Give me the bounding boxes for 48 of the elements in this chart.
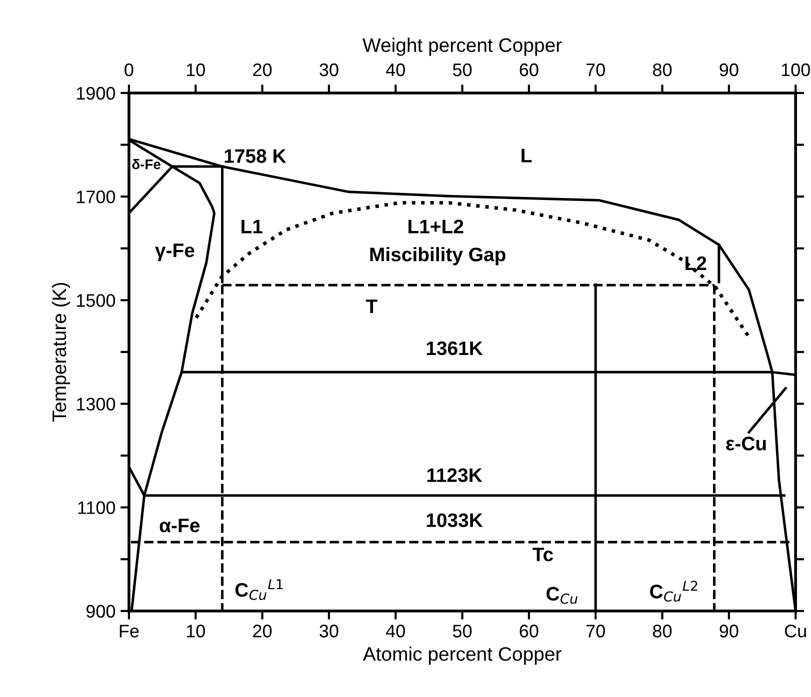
x-tick-label: 40 bbox=[386, 624, 405, 638]
y-tick-label: 1900 bbox=[76, 86, 116, 100]
y-tick-label: 1500 bbox=[76, 294, 116, 307]
x2-tick-label: 10 bbox=[186, 63, 205, 76]
x2-tick-label: 70 bbox=[586, 63, 605, 76]
x-tick-label: Cu bbox=[784, 624, 806, 638]
annotation: 1123K bbox=[427, 468, 482, 482]
y-tick-label: 1300 bbox=[76, 398, 116, 411]
annotation: 1361K bbox=[426, 341, 483, 356]
annotation: Tc bbox=[532, 548, 553, 562]
x2-tick-label: 60 bbox=[520, 63, 538, 76]
annotation: Miscibility Gap bbox=[370, 247, 506, 266]
y-tick-label: 1700 bbox=[76, 190, 116, 204]
x2-tick-label: 0 bbox=[124, 63, 134, 76]
annotation: L1 bbox=[242, 220, 262, 234]
annotation: C$_{Cu}$$^{L2}$ bbox=[650, 580, 698, 602]
annotation: 1758 K bbox=[224, 149, 286, 163]
x2-tick-label: 40 bbox=[386, 63, 405, 76]
x2-tick-label: 90 bbox=[720, 63, 738, 76]
x-tick-label: 50 bbox=[452, 624, 472, 638]
x2-tick-label: 80 bbox=[653, 63, 672, 76]
annotation: γ-Fe bbox=[155, 244, 194, 262]
annotation: T bbox=[366, 300, 378, 313]
y-axis-title: Temperature (K) bbox=[52, 282, 70, 422]
annotation: δ-Fe bbox=[132, 159, 160, 170]
x-tick-label: 70 bbox=[586, 624, 605, 638]
annotation: ε-Cu bbox=[726, 436, 766, 450]
x-tick-label: 10 bbox=[186, 624, 205, 638]
x2-tick-label: 20 bbox=[253, 63, 272, 76]
x-tick-label: 30 bbox=[320, 624, 338, 638]
annotation: C$_{Cu}$ bbox=[546, 586, 578, 604]
x-tick-label: Fe bbox=[120, 624, 139, 638]
annotation: 1033K bbox=[426, 513, 483, 528]
annotation: C$_{Cu}$$^{L1}$ bbox=[235, 579, 283, 600]
x2-axis-title: Weight percent Copper bbox=[362, 38, 562, 56]
x-tick-label: 20 bbox=[253, 624, 272, 638]
x-tick-label: 60 bbox=[520, 624, 538, 638]
x2-tick-label: 30 bbox=[320, 63, 338, 76]
annotation: α-Fe bbox=[160, 518, 200, 532]
x-tick-label: 80 bbox=[653, 624, 672, 638]
x-axis-title: Atomic percent Copper bbox=[362, 646, 562, 665]
annotation: L1+L2 bbox=[408, 220, 464, 234]
annotation: L bbox=[522, 148, 532, 162]
y-tick-label: 1100 bbox=[78, 501, 116, 514]
x2-tick-label: 100 bbox=[782, 63, 810, 76]
x-tick-label: 90 bbox=[720, 624, 738, 638]
y-tick-label: 900 bbox=[86, 604, 116, 618]
x2-tick-label: 50 bbox=[452, 63, 472, 76]
